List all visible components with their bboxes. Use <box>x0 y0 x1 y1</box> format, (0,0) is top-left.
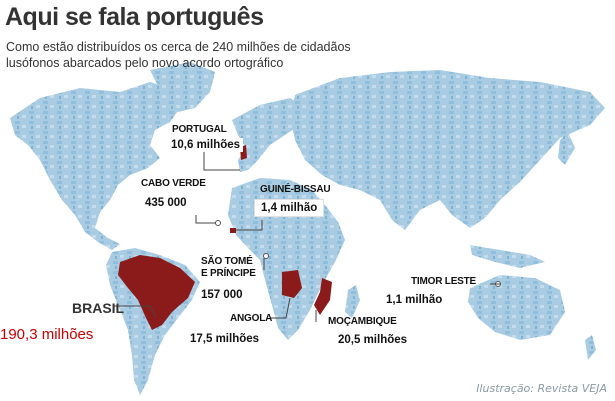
illustration-credit: Ilustração: Revista VEJA <box>476 382 607 395</box>
brasil-leader <box>114 305 157 319</box>
page-title: Aqui se fala português <box>5 3 264 31</box>
guine-bissau-shape <box>230 228 236 233</box>
cabo-verde-value: 435 000 <box>145 197 187 209</box>
landmass-asia <box>290 70 605 230</box>
cabo-verde-marker <box>215 220 221 226</box>
timor-leste-value: 1,1 milhão <box>386 294 443 306</box>
portugal-leader <box>203 152 240 171</box>
sao-tome-marker <box>263 253 269 259</box>
angola-name: ANGOLA <box>230 313 273 324</box>
angola-value: 17,5 milhões <box>190 333 260 345</box>
cabo-verde-leader <box>195 215 216 224</box>
guine-bissau-leader <box>236 220 263 231</box>
landmass-madagascar <box>345 285 360 318</box>
guine-bissau-value: 1,4 milhão <box>254 199 325 217</box>
angola-leader <box>270 297 291 319</box>
sao-tome-name-line1: SÃO TOMÉ <box>201 256 253 267</box>
landmass-greenland <box>150 62 215 112</box>
landmass-japan <box>558 132 575 165</box>
cabo-verde-name: CABO VERDE <box>141 178 206 189</box>
sao-tome-value: 157 000 <box>201 289 243 301</box>
landmass-africa <box>228 178 345 340</box>
brasil-shape <box>118 255 195 330</box>
brasil-name: BRASIL <box>72 300 125 316</box>
angola-shape <box>282 270 302 298</box>
timor-leste-name: TIMOR LESTE <box>411 276 477 287</box>
landmass-new-zealand <box>585 335 596 360</box>
guine-bissau-name: GUINÉ-BISSAU <box>260 184 331 195</box>
landmass-indonesia <box>470 245 545 268</box>
mocambique-name: MOÇAMBIQUE <box>328 316 397 327</box>
landmass-north-america <box>10 82 180 250</box>
page-subtitle: Como estão distribuídos os cerca de 240 … <box>6 40 351 70</box>
brasil-value: 190,3 milhões <box>0 326 94 343</box>
mocambique-value: 20,5 milhões <box>338 334 408 346</box>
portugal-name: PORTUGAL <box>172 124 227 135</box>
sao-tome-name-line2: E PRÍNCIPE <box>201 268 256 279</box>
mocambique-shape <box>314 278 332 315</box>
landmass-australia <box>468 275 565 340</box>
portugal-value: 10,6 milhões <box>168 138 244 152</box>
